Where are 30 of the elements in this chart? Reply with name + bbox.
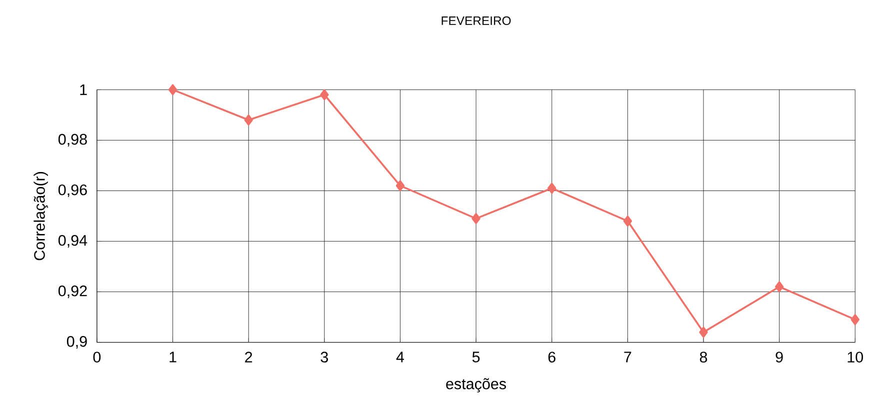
point	[472, 212, 480, 224]
point	[774, 281, 784, 292]
x-tick-label: 2	[245, 352, 252, 362]
x-tick-label: 4	[396, 352, 404, 362]
point	[168, 84, 178, 96]
x-tick-label: 8	[700, 352, 708, 362]
x-axis-title: estações	[446, 378, 506, 392]
y-tick-label: 0,9	[66, 336, 87, 348]
chart-title: FEVEREIRO	[442, 16, 511, 25]
point	[548, 182, 556, 194]
y-tick-label: 0,94	[58, 234, 88, 248]
point	[623, 215, 632, 226]
x-tick-label: 6	[548, 352, 556, 362]
x-tick-label: 3	[320, 352, 328, 362]
x-tick-label: 10	[848, 352, 863, 362]
x-tick-label: 1	[170, 352, 176, 362]
x-tick-label: 5	[472, 352, 480, 362]
y-tick-label: 0,92	[58, 285, 87, 298]
y-tick-label: 1	[80, 84, 87, 95]
point	[699, 326, 708, 338]
y-axis-title: Correlação(r)	[34, 172, 48, 260]
x-tick-label: 9	[776, 352, 783, 362]
point	[244, 114, 253, 126]
x-tick-label: 7	[624, 352, 632, 362]
y-tick-label: 0,98	[58, 134, 87, 146]
y-tick-label: 0,96	[58, 184, 87, 197]
point	[396, 180, 405, 192]
x-tick-label: 0	[93, 352, 101, 362]
point	[850, 314, 860, 325]
point	[320, 89, 329, 100]
